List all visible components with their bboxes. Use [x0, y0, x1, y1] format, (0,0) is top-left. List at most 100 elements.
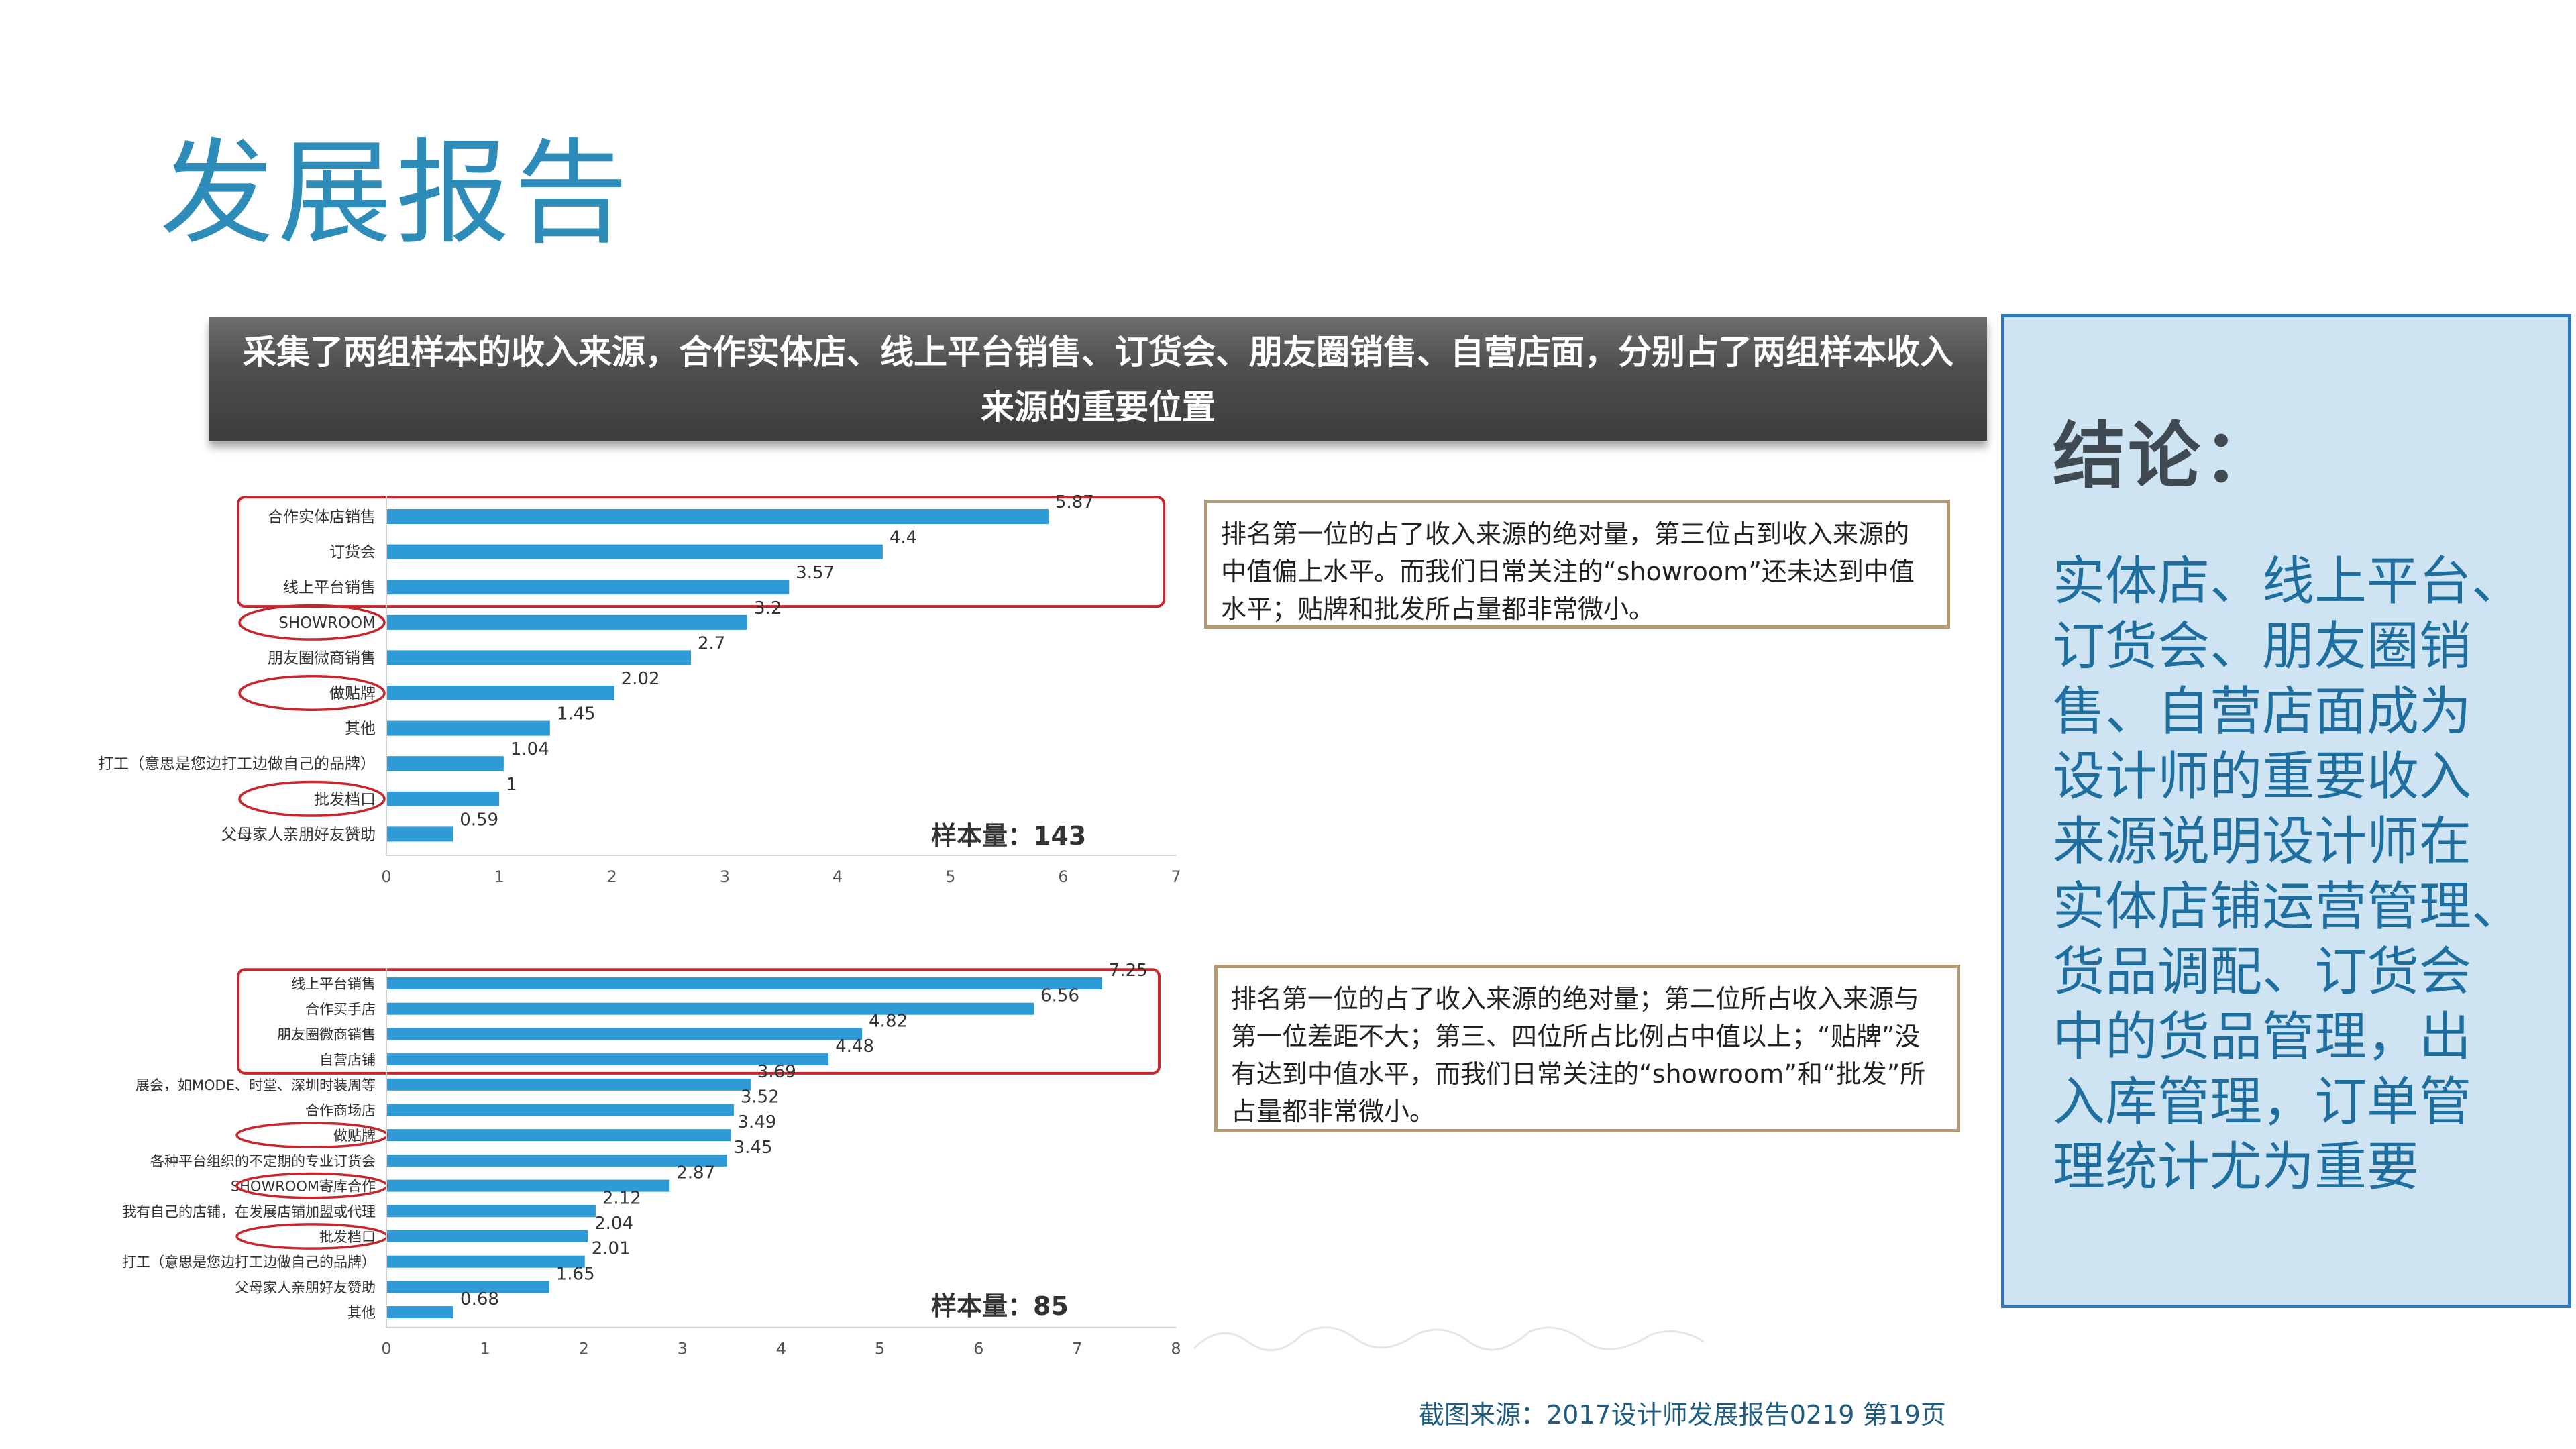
bar	[386, 1154, 727, 1167]
category-label: 批发档口	[319, 1229, 376, 1245]
value-label: 0.59	[460, 810, 498, 830]
bar	[386, 509, 1049, 524]
conclusion-line: 理统计尤为重要	[2053, 1137, 2420, 1197]
category-label: 做贴牌	[333, 1128, 376, 1144]
value-label: 1.45	[557, 704, 596, 724]
value-label: 2.04	[594, 1214, 633, 1234]
category-label: 我有自己的店铺，在发展店铺加盟或代理	[122, 1203, 376, 1220]
x-tick-label: 7	[1171, 867, 1181, 886]
bar	[386, 791, 500, 806]
category-label: 各种平台组织的不定期的专业订货会	[150, 1153, 376, 1169]
value-label: 1.65	[556, 1264, 595, 1284]
income-chart-85: 线上平台销售 7.25 合作买手店 6.56 朋友圈微商销售 4.82 自营店铺 4.48 展会…	[74, 958, 1201, 1374]
category-label: 父母家人亲朋好友赞助	[235, 1279, 376, 1295]
conclusion-line: 售、自营店面成为	[2053, 682, 2472, 742]
bar	[386, 756, 504, 771]
x-tick-label: 3	[720, 867, 730, 886]
value-label: 2.02	[621, 669, 660, 689]
category-label: 朋友圈微商销售	[277, 1026, 376, 1042]
x-tick-label: 0	[381, 1340, 391, 1358]
bar	[386, 1281, 549, 1293]
x-tick-label: 5	[945, 867, 955, 886]
category-label: 线上平台销售	[283, 579, 376, 596]
sample-size-label: 样本量：143	[931, 821, 1087, 851]
bar	[386, 1205, 596, 1218]
highlight-box	[237, 496, 1165, 608]
bar	[386, 1255, 585, 1268]
x-tick-label: 6	[1058, 867, 1068, 886]
bar	[386, 1230, 588, 1242]
bar	[386, 1002, 1034, 1015]
category-label: 打工（意思是您边打工边做自己的品牌）	[122, 1254, 376, 1271]
category-label: 展会，如MODE、时堂、深圳时装周等	[136, 1077, 376, 1093]
value-label: 3.45	[734, 1138, 773, 1158]
value-label: 4.82	[869, 1011, 908, 1031]
bar	[386, 1078, 751, 1091]
x-tick-label: 7	[1072, 1340, 1082, 1358]
conclusion-line: 订货会、朋友圈销	[2053, 616, 2472, 677]
x-tick-label: 1	[480, 1340, 490, 1358]
value-label: 6.56	[1040, 986, 1079, 1006]
conclusion-line: 入库管理，订单管	[2053, 1072, 2472, 1132]
chart1-note: 排名第一位的占了收入来源的绝对量，第三位占到收入来源的中值偏上水平。而我们日常关…	[1204, 500, 1950, 629]
conclusion-line: 设计师的重要收入	[2053, 747, 2472, 807]
income-chart-143: 合作实体店销售 5.87 订货会 4.4 线上平台销售 3.57 SHOWROOM 3.2 朋友…	[74, 490, 1201, 906]
value-label: 2.12	[602, 1188, 641, 1208]
conclusion-line: 实体店铺运营管理、	[2053, 877, 2524, 937]
category-label: 朋友圈微商销售	[268, 649, 376, 667]
category-label: 其他	[345, 720, 376, 738]
circled-highlight	[238, 604, 386, 641]
value-label: 7.25	[1109, 961, 1148, 981]
value-label: 4.48	[835, 1036, 874, 1057]
value-label: 2.01	[592, 1239, 631, 1259]
skyline-watermark	[1194, 1326, 1704, 1352]
value-label: 3.49	[737, 1112, 776, 1132]
x-tick-label: 4	[833, 867, 843, 886]
category-label: 父母家人亲朋好友赞助	[221, 826, 376, 843]
value-label: 3.52	[741, 1087, 780, 1108]
category-label: 批发档口	[314, 791, 376, 808]
highlight-box	[237, 968, 1161, 1075]
conclusion-line: 货品调配、订货会	[2053, 942, 2472, 1002]
x-tick-label: 3	[678, 1340, 688, 1358]
bar	[386, 686, 614, 700]
bar	[386, 1179, 670, 1192]
circled-highlight	[238, 780, 386, 817]
bar	[386, 544, 883, 559]
value-label: 2.7	[698, 633, 725, 653]
category-label: 自营店铺	[319, 1052, 376, 1068]
sample-size-label: 样本量：85	[931, 1291, 1069, 1321]
bar	[386, 826, 453, 842]
bar	[386, 580, 790, 595]
value-label: 1	[506, 775, 517, 795]
conclusion-line: 中的货品管理，出	[2053, 1007, 2472, 1067]
bar	[386, 720, 550, 736]
category-label: 合作实体店销售	[268, 508, 376, 526]
bar	[386, 1306, 454, 1319]
value-label: 1.04	[511, 739, 549, 759]
category-label: 做贴牌	[329, 685, 376, 702]
conclusion-body: 实体店、线上平台、 订货会、朋友圈销 售、自营店面成为 设计师的重要收入 来源说…	[2053, 549, 2541, 1200]
bar	[386, 1104, 734, 1116]
bar	[386, 1053, 829, 1066]
bar	[386, 1028, 863, 1040]
bar	[386, 1129, 731, 1142]
summary-banner: 采集了两组样本的收入来源，合作实体店、线上平台销售、订货会、朋友圈销售、自营店面…	[209, 317, 1987, 441]
value-label: 2.87	[676, 1163, 715, 1183]
chart2-note: 排名第一位的占了收入来源的绝对量；第二位所占收入来源与第一位差距不大；第三、四位…	[1214, 965, 1960, 1132]
circled-highlight	[238, 675, 386, 711]
x-tick-label: 6	[973, 1340, 983, 1358]
value-label: 5.87	[1055, 492, 1094, 513]
category-label: 合作商场店	[305, 1103, 376, 1119]
x-tick-label: 0	[381, 867, 391, 886]
category-label: 打工（意思是您边打工边做自己的品牌）	[98, 755, 376, 773]
value-label: 3.69	[757, 1062, 796, 1082]
conclusion-line: 来源说明设计师在	[2053, 812, 2472, 872]
income-bar-chart-1: 合作实体店销售 5.87 订货会 4.4 线上平台销售 3.57 SHOWROOM 3.2 朋友…	[98, 492, 1181, 886]
bar	[386, 977, 1102, 989]
value-label: 3.57	[796, 563, 835, 583]
value-label: 4.4	[890, 528, 917, 548]
x-tick-label: 5	[875, 1340, 885, 1358]
category-label: 线上平台销售	[291, 976, 376, 992]
x-tick-label: 2	[579, 1340, 589, 1358]
